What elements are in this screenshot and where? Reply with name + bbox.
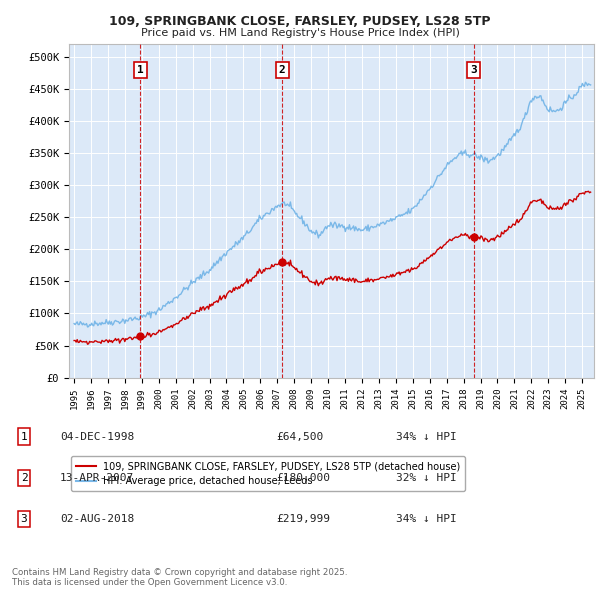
Text: 2: 2	[20, 473, 28, 483]
Text: 109, SPRINGBANK CLOSE, FARSLEY, PUDSEY, LS28 5TP: 109, SPRINGBANK CLOSE, FARSLEY, PUDSEY, …	[109, 15, 491, 28]
Text: £180,000: £180,000	[276, 473, 330, 483]
Text: 32% ↓ HPI: 32% ↓ HPI	[396, 473, 457, 483]
Text: 02-AUG-2018: 02-AUG-2018	[60, 514, 134, 524]
Text: 34% ↓ HPI: 34% ↓ HPI	[396, 432, 457, 441]
Text: 34% ↓ HPI: 34% ↓ HPI	[396, 514, 457, 524]
Text: 3: 3	[470, 65, 477, 75]
Text: 04-DEC-1998: 04-DEC-1998	[60, 432, 134, 441]
Text: 1: 1	[20, 432, 28, 441]
Legend: 109, SPRINGBANK CLOSE, FARSLEY, PUDSEY, LS28 5TP (detached house), HPI: Average : 109, SPRINGBANK CLOSE, FARSLEY, PUDSEY, …	[71, 457, 466, 491]
Text: Contains HM Land Registry data © Crown copyright and database right 2025.
This d: Contains HM Land Registry data © Crown c…	[12, 568, 347, 587]
Text: 1: 1	[137, 65, 144, 75]
Text: 2: 2	[279, 65, 286, 75]
Text: Price paid vs. HM Land Registry's House Price Index (HPI): Price paid vs. HM Land Registry's House …	[140, 28, 460, 38]
Text: £64,500: £64,500	[276, 432, 323, 441]
Text: £219,999: £219,999	[276, 514, 330, 524]
Text: 13-APR-2007: 13-APR-2007	[60, 473, 134, 483]
Text: 3: 3	[20, 514, 28, 524]
